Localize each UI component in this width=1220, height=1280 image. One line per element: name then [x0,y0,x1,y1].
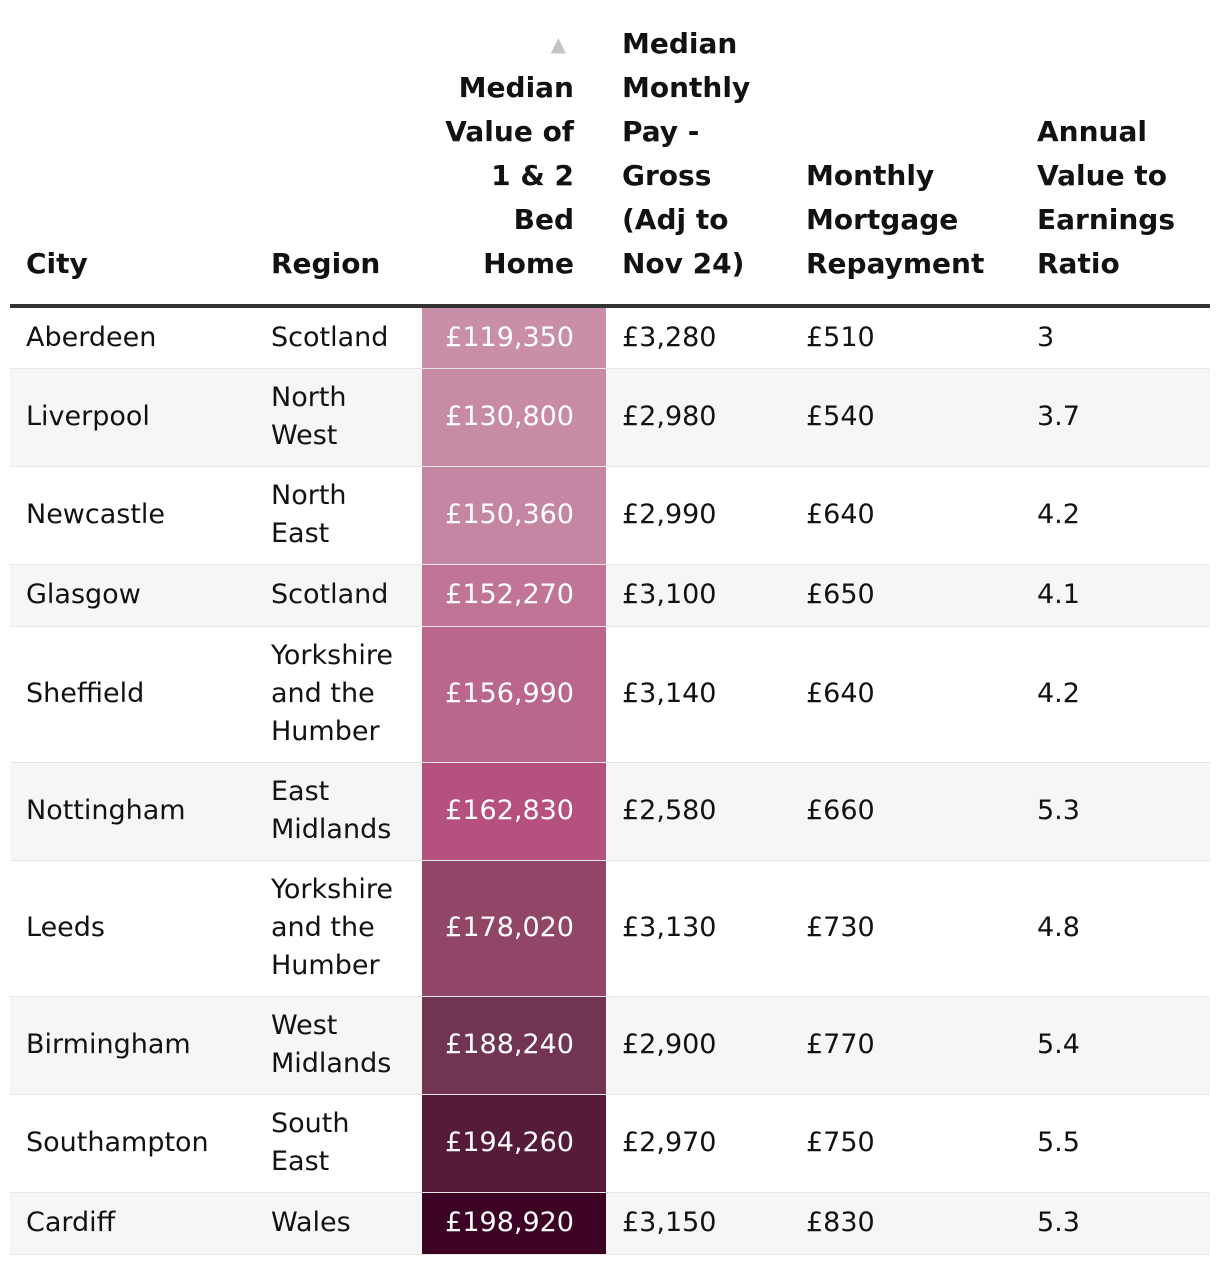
cell-city: Leeds [10,860,255,997]
cell-ratio: 5.4 [1021,996,1210,1095]
cell-mortgage: £750 [790,1094,1021,1193]
cell-median-value: £198,920 [422,1192,606,1255]
cell-region: Wales [255,1192,422,1255]
header-median-value[interactable]: ▲ Median Value of 1 & 2 Bed Home [422,0,606,308]
cell-region: Yorkshire and the Humber [255,626,422,763]
cell-mortgage: £510 [790,306,1021,369]
cell-monthly-pay: £2,900 [606,996,790,1095]
cell-mortgage: £730 [790,860,1021,997]
header-mortgage[interactable]: Monthly Mortgage Repayment [790,0,1021,308]
header-monthly-pay-label: Median Monthly Pay - Gross (Adj to Nov 2… [622,27,751,280]
cell-monthly-pay: £3,100 [606,564,790,627]
cell-region: Scotland [255,564,422,627]
cell-monthly-pay: £2,970 [606,1094,790,1193]
cell-city: Nottingham [10,762,255,861]
cell-city: Sheffield [10,626,255,763]
cell-city: Aberdeen [10,306,255,369]
data-table-container: City Region ▲ Median Value of 1 & 2 Bed … [10,0,1210,1255]
cell-monthly-pay: £2,580 [606,762,790,861]
cell-median-value: £188,240 [422,996,606,1095]
header-median-value-label: Median Value of 1 & 2 Bed Home [445,71,574,280]
cell-region: Yorkshire and the Humber [255,860,422,997]
header-ratio[interactable]: Annual Value to Earnings Ratio [1021,0,1210,308]
city-affordability-table: City Region ▲ Median Value of 1 & 2 Bed … [10,0,1210,1255]
table-row: Liverpool North West £130,800 £2,980 £540 3.7 [10,368,1210,467]
cell-mortgage: £770 [790,996,1021,1095]
table-row: Southampton South East £194,260 £2,970 £750 5… [10,1094,1210,1193]
header-city[interactable]: City [10,0,255,308]
cell-monthly-pay: £3,150 [606,1192,790,1255]
table-row: Newcastle North East £150,360 £2,990 £640 4.2 [10,466,1210,565]
cell-ratio: 4.8 [1021,860,1210,997]
cell-monthly-pay: £3,140 [606,626,790,763]
header-ratio-label: Annual Value to Earnings Ratio [1037,115,1176,280]
cell-ratio: 3.7 [1021,368,1210,467]
cell-ratio: 4.2 [1021,626,1210,763]
cell-city: Birmingham [10,996,255,1095]
table-row: Sheffield Yorkshire and the Humber £156,99… [10,626,1210,763]
cell-median-value: £152,270 [422,564,606,627]
cell-ratio: 5.5 [1021,1094,1210,1193]
cell-median-value: £156,990 [422,626,606,763]
cell-city: Southampton [10,1094,255,1193]
table-row: Birmingham West Midlands £188,240 £2,900 £77… [10,996,1210,1095]
sort-ascending-icon: ▲ [550,32,566,56]
cell-median-value: £130,800 [422,368,606,467]
cell-region: South East [255,1094,422,1193]
header-city-label: City [26,247,88,280]
table-row: Glasgow Scotland £152,270 £3,100 £650 4.1 [10,564,1210,627]
cell-region: East Midlands [255,762,422,861]
cell-mortgage: £650 [790,564,1021,627]
cell-ratio: 5.3 [1021,762,1210,861]
table-row: Nottingham East Midlands £162,830 £2,580 £66… [10,762,1210,861]
header-monthly-pay[interactable]: Median Monthly Pay - Gross (Adj to Nov 2… [606,0,790,308]
table-row: Leeds Yorkshire and the Humber £178,020 £3,… [10,860,1210,997]
header-region-label: Region [271,247,381,280]
table-header-row: City Region ▲ Median Value of 1 & 2 Bed … [10,0,1210,308]
cell-median-value: £162,830 [422,762,606,861]
cell-monthly-pay: £3,130 [606,860,790,997]
cell-ratio: 5.3 [1021,1192,1210,1255]
cell-region: North East [255,466,422,565]
cell-mortgage: £660 [790,762,1021,861]
cell-region: North West [255,368,422,467]
header-region[interactable]: Region [255,0,422,308]
cell-city: Cardiff [10,1192,255,1255]
cell-median-value: £194,260 [422,1094,606,1193]
table-row: Aberdeen Scotland £119,350 £3,280 £510 3 [10,306,1210,369]
cell-city: Newcastle [10,466,255,565]
cell-region: West Midlands [255,996,422,1095]
cell-city: Liverpool [10,368,255,467]
cell-mortgage: £640 [790,626,1021,763]
cell-ratio: 4.1 [1021,564,1210,627]
cell-median-value: £178,020 [422,860,606,997]
cell-monthly-pay: £2,990 [606,466,790,565]
cell-mortgage: £640 [790,466,1021,565]
cell-ratio: 4.2 [1021,466,1210,565]
header-mortgage-label: Monthly Mortgage Repayment [806,159,985,280]
cell-mortgage: £830 [790,1192,1021,1255]
cell-monthly-pay: £3,280 [606,306,790,369]
cell-median-value: £119,350 [422,306,606,369]
cell-city: Glasgow [10,564,255,627]
cell-region: Scotland [255,306,422,369]
cell-monthly-pay: £2,980 [606,368,790,467]
cell-mortgage: £540 [790,368,1021,467]
cell-median-value: £150,360 [422,466,606,565]
cell-ratio: 3 [1021,306,1210,369]
table-row: Cardiff Wales £198,920 £3,150 £830 5.3 [10,1192,1210,1255]
